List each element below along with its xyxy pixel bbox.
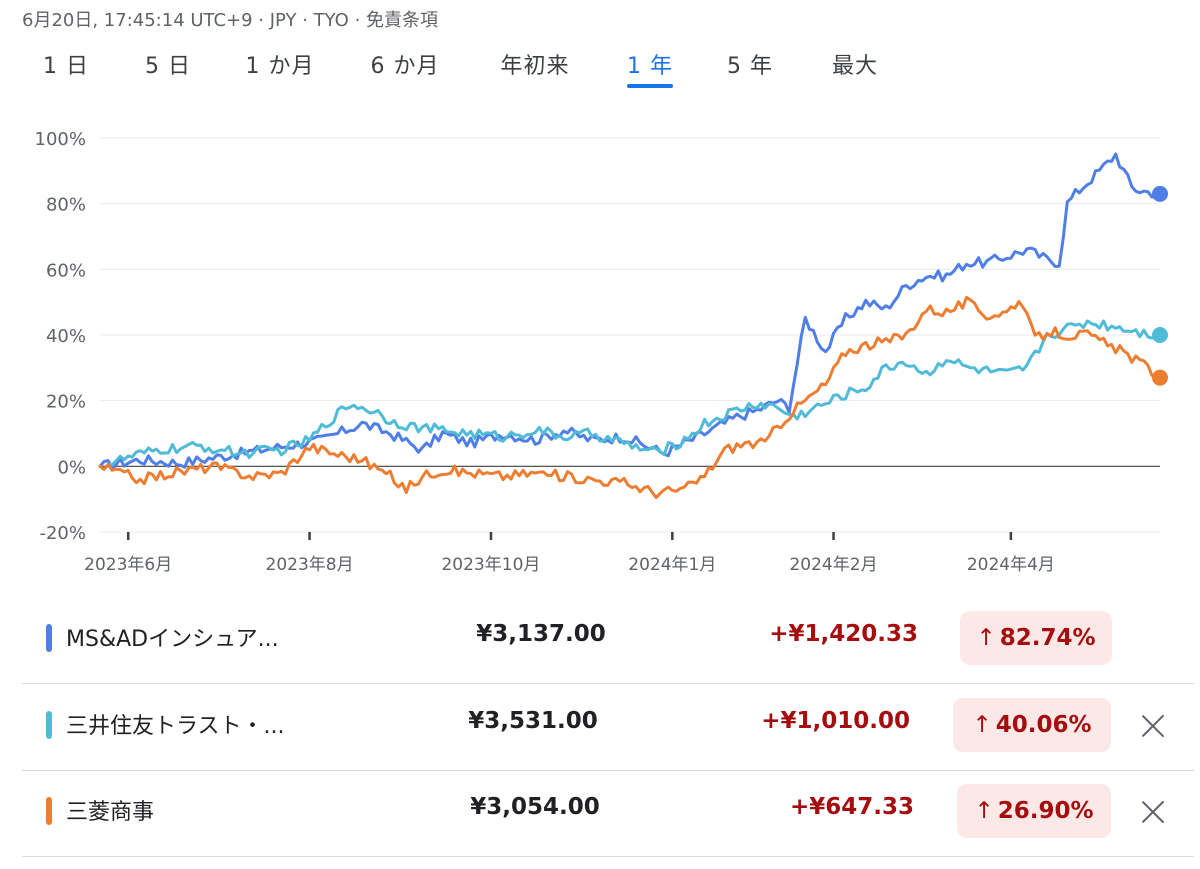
series-color-swatch — [46, 711, 52, 739]
up-arrow-icon: ↑ — [974, 798, 994, 824]
tab-6-month[interactable]: 6 か月 — [371, 48, 440, 92]
stock-price: ¥3,054.00 — [470, 794, 600, 820]
tab-label: 5 年 — [727, 54, 773, 79]
y-tick-label: 80% — [46, 195, 86, 216]
stock-row-mitsubishi-corp[interactable]: 三菱商事 ¥3,054.00 +¥647.33 ↑ 26.90% — [22, 770, 1194, 857]
tab-label: 1 年 — [627, 54, 673, 79]
series-color-swatch — [46, 797, 52, 825]
series-end-point — [1152, 369, 1168, 386]
up-arrow-icon: ↑ — [972, 712, 992, 738]
tab-1-month[interactable]: 1 か月 — [246, 48, 315, 92]
tab-5-year[interactable]: 5 年 — [727, 48, 773, 92]
remove-comparison-button[interactable] — [1135, 708, 1171, 744]
x-tick-label: 2024年2月 — [789, 555, 877, 575]
stock-name: 三菱商事 — [66, 800, 155, 825]
tab-label: 1 か月 — [245, 54, 315, 79]
series-line — [98, 295, 1162, 500]
y-tick-label: 60% — [46, 260, 86, 281]
tab-label: 6 か月 — [370, 54, 440, 79]
series-end-point — [1152, 185, 1168, 202]
y-tick-label: 100% — [35, 129, 86, 150]
x-tick-label: 2023年8月 — [266, 555, 354, 575]
stock-price: ¥3,531.00 — [468, 708, 598, 734]
percent-change-badge: ↑ 26.90% — [957, 784, 1111, 838]
series-color-swatch — [46, 624, 52, 652]
x-tick-label: 2024年4月 — [967, 555, 1055, 575]
tab-underline — [627, 84, 673, 88]
tab-max[interactable]: 最大 — [832, 48, 878, 92]
comparison-line-chart[interactable]: 100% 80% 60% 40% 20% 0% -20% 2023年6月 2023年8月 2023… — [0, 110, 1200, 590]
x-tick-label: 2023年10月 — [441, 555, 540, 575]
tab-label: 最大 — [831, 54, 879, 79]
percent-value: 26.90% — [997, 798, 1094, 824]
percent-change-badge: ↑ 82.74% — [960, 611, 1112, 665]
stock-row-msad[interactable]: MS&ADインシュア... ¥3,137.00 +¥1,420.33 ↑ 82.7… — [22, 597, 1194, 684]
x-tick-label: 2023年6月 — [84, 555, 172, 575]
percent-change-badge: ↑ 40.06% — [953, 698, 1111, 752]
stock-change: +¥1,010.00 — [761, 708, 910, 734]
tab-label: 5 日 — [145, 54, 191, 79]
series-line — [98, 152, 1162, 471]
tab-1-year[interactable]: 1 年 — [627, 48, 673, 92]
market-info-header: 6月20日, 17:45:14 UTC+9 · JPY · TYO · 免責条項 — [22, 10, 439, 31]
stock-name: MS&ADインシュア... — [66, 627, 279, 652]
stock-change: +¥647.33 — [789, 794, 914, 820]
remove-comparison-button[interactable] — [1135, 794, 1171, 830]
stock-price: ¥3,137.00 — [476, 621, 606, 647]
y-tick-label: 40% — [46, 326, 86, 347]
y-tick-label: 0% — [57, 457, 86, 478]
x-tick-label: 2024年1月 — [628, 555, 716, 575]
tab-1-day[interactable]: 1 日 — [43, 48, 89, 92]
tab-label: 年初来 — [500, 54, 570, 79]
percent-value: 40.06% — [995, 712, 1092, 738]
y-tick-label: -20% — [39, 523, 86, 544]
range-tabs: 1 日 5 日 1 か月 6 か月 年初来 1 年 5 年 最大 — [0, 48, 1200, 92]
tab-5-day[interactable]: 5 日 — [145, 48, 191, 92]
series-end-point — [1152, 327, 1168, 343]
series-line — [98, 319, 1162, 471]
stock-name: 三井住友トラスト・... — [66, 714, 285, 739]
tab-ytd[interactable]: 年初来 — [500, 48, 569, 92]
up-arrow-icon: ↑ — [976, 625, 996, 651]
percent-value: 82.74% — [999, 625, 1096, 651]
stock-row-sumitomo-trust[interactable]: 三井住友トラスト・... ¥3,531.00 +¥1,010.00 ↑ 40.06… — [22, 684, 1194, 771]
stock-change: +¥1,420.33 — [769, 621, 918, 647]
tab-label: 1 日 — [43, 54, 89, 79]
y-tick-label: 20% — [46, 392, 86, 413]
